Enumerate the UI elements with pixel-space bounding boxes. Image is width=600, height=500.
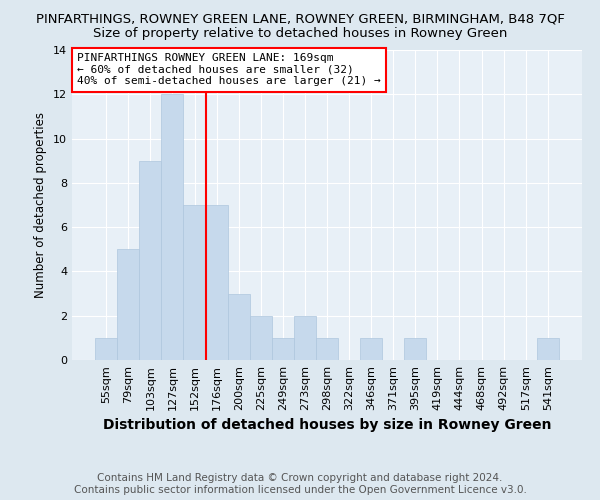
Bar (184, 205, 206, 360)
Bar (250, 316, 272, 360)
Text: Size of property relative to detached houses in Rowney Green: Size of property relative to detached ho… (93, 28, 507, 40)
X-axis label: Distribution of detached houses by size in Rowney Green: Distribution of detached houses by size … (103, 418, 551, 432)
Bar (117, 250, 139, 360)
Bar (537, 338, 559, 360)
Y-axis label: Number of detached properties: Number of detached properties (34, 112, 47, 298)
Bar (272, 338, 294, 360)
Bar (316, 338, 338, 360)
Bar (161, 94, 184, 360)
Bar (227, 294, 250, 360)
Bar (139, 160, 161, 360)
Bar (95, 338, 117, 360)
Bar (294, 316, 316, 360)
Bar (206, 205, 227, 360)
Bar (360, 338, 382, 360)
Text: Contains HM Land Registry data © Crown copyright and database right 2024.
Contai: Contains HM Land Registry data © Crown c… (74, 474, 526, 495)
Bar (404, 338, 427, 360)
Text: PINFARTHINGS ROWNEY GREEN LANE: 169sqm
← 60% of detached houses are smaller (32): PINFARTHINGS ROWNEY GREEN LANE: 169sqm ←… (77, 53, 381, 86)
Text: PINFARTHINGS, ROWNEY GREEN LANE, ROWNEY GREEN, BIRMINGHAM, B48 7QF: PINFARTHINGS, ROWNEY GREEN LANE, ROWNEY … (35, 12, 565, 26)
